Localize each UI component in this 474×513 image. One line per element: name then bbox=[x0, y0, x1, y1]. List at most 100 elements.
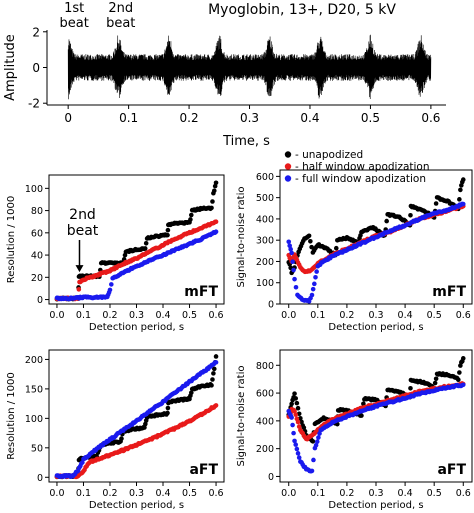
data-point bbox=[209, 383, 214, 388]
x-tick-label: 0.3 bbox=[368, 310, 383, 321]
data-point bbox=[290, 259, 295, 265]
data-point bbox=[384, 218, 389, 224]
data-point bbox=[211, 188, 217, 194]
y-tick-label: 0 bbox=[268, 472, 274, 483]
x-tick-label: 0.0 bbox=[281, 310, 296, 321]
data-point bbox=[119, 436, 124, 441]
y-axis-label: Signal-to-noise ratio bbox=[236, 366, 247, 467]
y-tick-label: 50 bbox=[31, 443, 43, 454]
method-label: aFT bbox=[189, 462, 218, 478]
data-point bbox=[107, 287, 113, 293]
y-tick-label: 100 bbox=[256, 278, 274, 289]
x-tick-label: 0.4 bbox=[300, 111, 319, 125]
data-point bbox=[295, 419, 301, 425]
x-tick-label: 0.4 bbox=[398, 488, 413, 499]
data-point bbox=[295, 451, 301, 456]
series-2 bbox=[54, 360, 219, 480]
x-tick-label: 0.6 bbox=[421, 111, 440, 125]
res_mft-panel: 0 20 40 60 80 100 0.0 0.1 0.2 0.3 0.4 0.5 0.6 Detecti… bbox=[6, 174, 225, 333]
series-0 bbox=[286, 356, 466, 444]
legend-label: - full window apodization bbox=[295, 173, 426, 185]
x-tick-label: 0.2 bbox=[339, 310, 354, 321]
x-tick-label: 0.3 bbox=[129, 310, 144, 321]
data-point bbox=[316, 435, 321, 440]
data-point bbox=[165, 405, 171, 411]
data-point bbox=[76, 287, 82, 292]
y-tick-label: 200 bbox=[256, 444, 274, 455]
x-tick-label: 0.5 bbox=[182, 310, 197, 321]
data-point bbox=[333, 245, 339, 251]
method-label: mFT bbox=[432, 284, 466, 300]
x-tick-label: 0.3 bbox=[129, 488, 144, 499]
y-tick-label: 0 bbox=[268, 300, 274, 311]
data-point bbox=[460, 382, 466, 388]
data-point bbox=[189, 390, 194, 396]
y-axis-label: Resolution / 1000 bbox=[6, 196, 17, 283]
data-point bbox=[299, 419, 304, 425]
x-tick-label: 0.4 bbox=[155, 488, 170, 499]
x-tick-label: 0.1 bbox=[76, 310, 91, 321]
y-tick-label: 0 bbox=[37, 295, 43, 306]
data-point bbox=[293, 412, 299, 417]
y-tick-label: 600 bbox=[256, 389, 274, 400]
data-point bbox=[361, 401, 366, 407]
data-point bbox=[408, 212, 413, 218]
x-tick-label: 0 bbox=[64, 111, 72, 125]
y-tick-label: 2 bbox=[32, 25, 40, 39]
x-tick-label: 0.1 bbox=[119, 111, 138, 125]
data-point bbox=[456, 377, 461, 383]
data-point bbox=[294, 446, 300, 452]
x-axis-label: Detection period, s bbox=[89, 322, 184, 333]
x-tick-label: 0.2 bbox=[339, 488, 354, 499]
data-point bbox=[288, 246, 293, 252]
x-axis-label: Detection period, s bbox=[328, 500, 423, 511]
x-tick-label: 0.1 bbox=[76, 488, 91, 499]
x-tick-label: 0.4 bbox=[398, 310, 413, 321]
y-tick-label: 400 bbox=[256, 416, 274, 427]
x-tick-label: 0.6 bbox=[456, 488, 471, 499]
y-tick-label: 100 bbox=[25, 414, 43, 425]
data-point bbox=[291, 267, 296, 273]
x-tick-label: 0.3 bbox=[240, 111, 259, 125]
y-tick-label: 0 bbox=[32, 61, 40, 75]
data-point bbox=[286, 239, 292, 245]
data-point bbox=[311, 457, 316, 463]
y-tick-label: 0 bbox=[37, 473, 43, 484]
legend-label: - unapodized bbox=[295, 149, 363, 161]
data-point bbox=[210, 377, 215, 382]
beat-annotation: beat bbox=[106, 16, 135, 31]
data-point bbox=[213, 354, 219, 359]
y-tick-label: 60 bbox=[31, 228, 43, 239]
y-tick-label: 300 bbox=[256, 236, 274, 247]
data-point bbox=[289, 401, 294, 407]
data-point bbox=[289, 415, 294, 420]
y-tick-label: -2 bbox=[28, 97, 40, 111]
data-point bbox=[80, 460, 85, 465]
x-tick-label: 0.4 bbox=[155, 310, 170, 321]
data-point bbox=[143, 421, 148, 427]
y-axis-label: Amplitude bbox=[3, 34, 18, 101]
data-point bbox=[314, 269, 319, 274]
data-point bbox=[432, 380, 438, 386]
y-tick-label: 600 bbox=[256, 172, 274, 183]
data-point bbox=[296, 424, 302, 429]
data-point bbox=[359, 413, 364, 418]
legend-marker bbox=[284, 163, 292, 170]
x-axis-label: Time, s bbox=[222, 134, 270, 149]
x-tick-label: 0.1 bbox=[310, 310, 325, 321]
data-point bbox=[314, 439, 320, 444]
snr_mft-panel: 0 100 200 300 400 500 600 0.0 0.1 0.2 0.3 0.4 0.5 0.6… bbox=[236, 149, 473, 333]
data-point bbox=[313, 442, 319, 448]
data-point bbox=[211, 371, 216, 376]
beat-annotation: beat bbox=[60, 16, 89, 31]
x-tick-label: 0.1 bbox=[310, 488, 325, 499]
data-point bbox=[309, 468, 315, 474]
beat-annotation: 2nd bbox=[69, 207, 96, 223]
data-point bbox=[296, 411, 302, 417]
x-tick-label: 0.3 bbox=[368, 488, 383, 499]
legend-label: - half window apodization bbox=[295, 161, 430, 173]
y-tick-label: 100 bbox=[25, 184, 43, 195]
data-point bbox=[293, 396, 299, 401]
x-tick-label: 0.5 bbox=[361, 111, 380, 125]
